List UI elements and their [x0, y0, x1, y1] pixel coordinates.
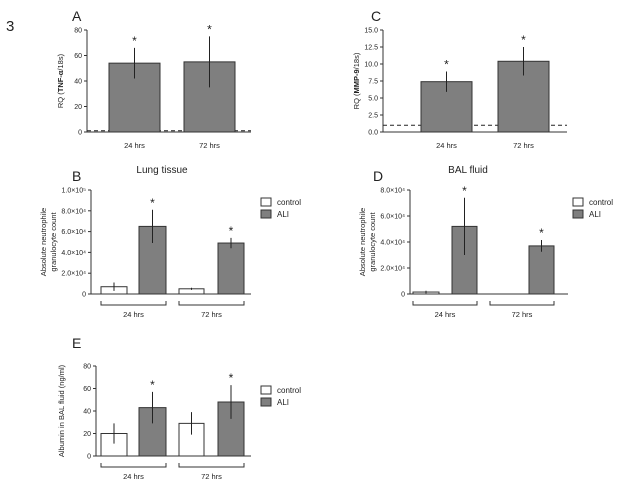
chart-title: Lung tissue — [136, 165, 188, 176]
legend-swatch — [260, 209, 272, 219]
panel-letter: A — [72, 8, 82, 24]
y-axis-label-bold: MMP-9 — [352, 69, 361, 93]
y-tick-label: 0 — [87, 454, 91, 461]
y-tick-label: 20 — [83, 431, 91, 438]
y-axis-label-bold: TNF-α — [56, 70, 65, 92]
y-tick-label: 2.5 — [368, 113, 378, 120]
y-tick-label: 40 — [74, 79, 82, 86]
panel-letter: C — [371, 8, 381, 24]
y-tick-label: 80 — [74, 28, 82, 35]
x-category-label: 72 hrs — [513, 141, 534, 150]
y-axis-label: granulocyte count — [49, 211, 58, 271]
group-bracket — [100, 463, 167, 468]
x-category-label: 24 hrs — [123, 472, 144, 481]
chart-title: BAL fluid — [448, 165, 488, 176]
panel-letter: E — [72, 335, 81, 351]
y-axis-label: Albumin in BAL fluid (ng/ml) — [57, 364, 66, 457]
bar — [497, 60, 550, 133]
legend-label: control — [277, 198, 301, 207]
group-bracket — [178, 463, 245, 468]
y-axis-label: RQ (MMP-9/18s) — [352, 52, 361, 109]
legend-swatch — [260, 397, 272, 407]
y-tick-label: 20 — [74, 104, 82, 111]
legend-swatch — [260, 385, 272, 395]
y-tick-label: 8.0×10⁴ — [380, 188, 405, 195]
y-tick-label: 6.0×10⁴ — [380, 214, 405, 221]
y-tick-label: 4.0×10⁴ — [380, 240, 405, 247]
y-axis-label: Absolute neutrophile — [358, 208, 367, 276]
significance-marker: * — [150, 378, 155, 392]
x-category-label: 72 hrs — [512, 310, 533, 319]
y-tick-label: 60 — [74, 53, 82, 60]
legend-swatch — [572, 197, 584, 207]
y-tick-label: 15.0 — [364, 28, 378, 35]
x-category-label: 72 hrs — [199, 141, 220, 150]
y-tick-label: 1.0×10⁵ — [61, 188, 86, 195]
panel-letter: D — [373, 168, 383, 184]
y-axis-label-suffix: /18s) — [56, 53, 65, 70]
group-bracket — [489, 301, 555, 306]
y-tick-label: 8.0×10⁴ — [61, 208, 86, 215]
y-tick-label: 6.0×10⁴ — [61, 229, 86, 236]
panel-a: A 0 20 40 60 80 RQ (TNF-α/18s) * 24 hrs * 72 hrs — [56, 8, 251, 150]
bar-ali — [138, 225, 167, 295]
significance-marker: * — [229, 371, 234, 385]
y-tick-label: 2.0×10⁴ — [380, 266, 405, 273]
x-category-label: 24 hrs — [124, 141, 145, 150]
panel-d: D BAL fluid 0 2.0×10⁴ 4.0×10⁴ 6.0×10⁴ 8.0×10⁴ A… — [358, 165, 613, 319]
significance-marker: * — [207, 22, 212, 36]
y-axis-label-suffix: /18s) — [352, 52, 361, 69]
y-axis-label-prefix: RQ ( — [352, 93, 361, 109]
panel-e: E 0 20 40 60 80 Albumin in BAL fluid (ng/ml) * 2… — [57, 335, 301, 481]
y-axis-label: Absolute neutrophile — [39, 208, 48, 276]
significance-marker: * — [462, 184, 467, 198]
y-tick-label: 10.0 — [364, 62, 378, 69]
y-tick-label: 0 — [78, 130, 82, 137]
significance-marker: * — [444, 57, 449, 71]
significance-marker: * — [539, 226, 544, 240]
x-category-label: 24 hrs — [436, 141, 457, 150]
x-category-label: 24 hrs — [123, 310, 144, 319]
bar-ali — [217, 242, 245, 295]
x-category-label: 72 hrs — [201, 310, 222, 319]
legend-swatch — [572, 209, 584, 219]
group-bracket — [178, 301, 245, 306]
x-category-label: 24 hrs — [435, 310, 456, 319]
legend-label: ALI — [589, 210, 601, 219]
y-tick-label: 0 — [401, 292, 405, 299]
legend-label: ALI — [277, 210, 289, 219]
y-tick-label: 7.5 — [368, 79, 378, 86]
significance-marker: * — [521, 33, 526, 47]
group-bracket — [412, 301, 478, 306]
significance-marker: * — [150, 196, 155, 210]
y-axis-label: RQ (TNF-α/18s) — [56, 53, 65, 108]
legend-swatch — [260, 197, 272, 207]
y-tick-label: 12.5 — [364, 45, 378, 52]
legend-label: ALI — [277, 398, 289, 407]
y-tick-label: 80 — [83, 364, 91, 371]
figure-number: 3 — [6, 18, 14, 35]
legend-label: control — [589, 198, 613, 207]
x-category-label: 72 hrs — [201, 472, 222, 481]
y-axis-label: granulocyte count — [368, 211, 377, 271]
significance-marker: * — [132, 34, 137, 48]
bar-ali — [528, 245, 555, 295]
y-tick-label: 60 — [83, 386, 91, 393]
group-bracket — [100, 301, 167, 306]
significance-marker: * — [229, 224, 234, 238]
panel-letter: B — [72, 168, 81, 184]
y-tick-label: 4.0×10⁴ — [61, 250, 86, 257]
y-tick-label: 40 — [83, 409, 91, 416]
y-tick-label: 5.0 — [368, 96, 378, 103]
y-tick-label: 0 — [82, 292, 86, 299]
panel-c: C 0.0 2.5 5.0 7.5 10.0 12.5 15.0 RQ (MMP-9/18s) *… — [352, 8, 567, 150]
panel-b: B Lung tissue 0 2.0×10⁴ 4.0×10⁴ 6.0×10⁴ 8.0×10… — [39, 165, 301, 319]
y-axis-label-prefix: RQ ( — [56, 92, 65, 108]
y-tick-label: 2.0×10⁴ — [61, 271, 86, 278]
legend-label: control — [277, 386, 301, 395]
y-tick-label: 0.0 — [368, 130, 378, 137]
